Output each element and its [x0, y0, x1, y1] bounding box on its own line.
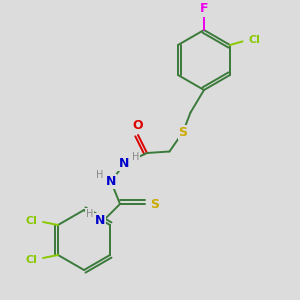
Text: H: H — [86, 208, 93, 219]
Text: N: N — [119, 157, 130, 170]
Text: O: O — [133, 119, 143, 132]
Text: Cl: Cl — [249, 34, 260, 45]
Text: S: S — [178, 125, 188, 139]
Text: N: N — [94, 214, 105, 227]
Text: N: N — [106, 175, 116, 188]
Text: Cl: Cl — [25, 255, 37, 266]
Text: H: H — [96, 170, 103, 180]
Text: H: H — [132, 152, 140, 162]
Text: F: F — [200, 2, 208, 16]
Text: S: S — [151, 197, 160, 211]
Text: Cl: Cl — [25, 215, 37, 226]
